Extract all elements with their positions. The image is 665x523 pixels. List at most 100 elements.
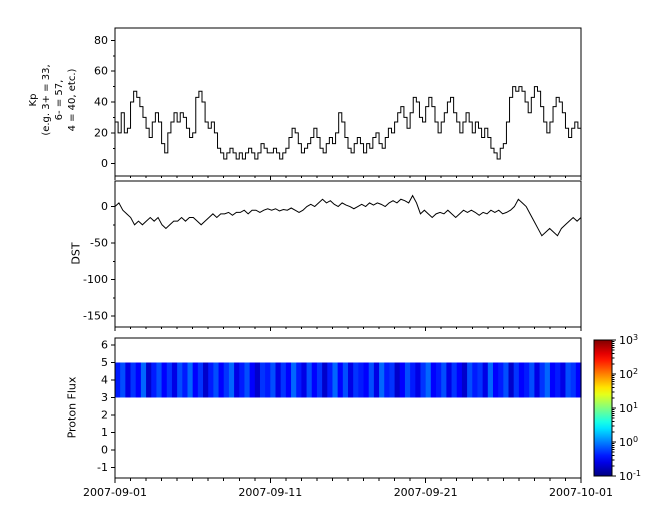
- proton-flux-sample: [420, 362, 427, 398]
- proton-flux-sample: [285, 362, 292, 398]
- proton-flux-sample: [125, 362, 132, 398]
- proton-flux-sample: [239, 362, 246, 398]
- proton-flux-sample: [280, 362, 287, 398]
- proton_flux-ytick-label: 1: [101, 426, 108, 439]
- colorbar-tick-label: 103: [619, 333, 638, 347]
- proton-flux-sample: [337, 362, 344, 398]
- proton-flux-sample: [575, 362, 582, 398]
- proton-flux-sample: [332, 362, 339, 398]
- kp-step-line: [115, 86, 581, 160]
- proton-flux-sample: [373, 362, 380, 398]
- proton-flux-sample: [120, 362, 126, 398]
- proton-flux-sample: [301, 362, 308, 398]
- x-tick-label: 2007-10-01: [549, 486, 613, 499]
- proton-flux-sample: [503, 362, 510, 398]
- dst-ytick-label: -100: [83, 273, 108, 286]
- x-tick-label: 2007-09-11: [238, 486, 302, 499]
- proton_flux-ytick-label: 2: [101, 409, 108, 422]
- proton-flux-sample: [353, 362, 359, 398]
- proton-flux-sample: [171, 362, 178, 398]
- x-tick-label: 2007-09-21: [394, 486, 458, 499]
- proton-flux-sample: [549, 362, 556, 398]
- proton-flux-sample: [425, 362, 432, 398]
- dst-ytick-label: -150: [83, 310, 108, 323]
- proton-flux-sample: [555, 362, 561, 398]
- kp-panel: 0 20 40 60 80: [94, 27, 582, 180]
- proton-flux-sample: [342, 362, 349, 398]
- proton-flux-sample: [570, 362, 577, 398]
- proton-flux-sample: [254, 362, 261, 398]
- proton-flux-sample: [368, 362, 375, 398]
- proton-flux-sample: [384, 362, 391, 398]
- proton-flux-sample: [197, 362, 204, 398]
- proton_flux-ytick-label: 4: [101, 374, 108, 387]
- proton-flux-sample: [135, 362, 142, 398]
- colorbar-tick-label: 102: [619, 367, 638, 381]
- proton-flux-sample: [161, 362, 168, 398]
- proton-flux-sample: [477, 362, 484, 398]
- dst-panel-border: [114, 180, 582, 328]
- proton-flux-sample: [472, 362, 479, 398]
- proton-flux-sample: [399, 362, 406, 398]
- proton-flux-sample: [156, 362, 163, 398]
- proton_flux-panel-border: [114, 337, 582, 479]
- proton-flux-sample: [223, 362, 230, 398]
- proton-flux-sample: [265, 362, 271, 398]
- proton_flux-ytick-label: 0: [101, 444, 108, 457]
- proton-flux-sample: [311, 362, 318, 398]
- dst-ytick-label: -50: [90, 237, 108, 250]
- colorbar-tick-label: 100: [619, 435, 638, 449]
- proton-flux-sample: [203, 362, 209, 398]
- proton-flux-sample: [316, 362, 323, 398]
- proton-flux-sample: [146, 362, 152, 398]
- proton-flux-sample: [539, 362, 546, 398]
- proton-flux-sample: [508, 362, 515, 398]
- proton-flux-sample: [177, 362, 183, 398]
- kp-ytick-label: 60: [94, 65, 108, 78]
- proton-flux-sample: [492, 362, 499, 398]
- dst-ytick-label: 0: [101, 200, 108, 213]
- proton-flux-sample: [456, 362, 463, 398]
- proton-flux-sample: [213, 362, 220, 398]
- proton-flux-sample: [404, 362, 411, 398]
- kp-ytick-label: 0: [101, 157, 108, 170]
- dst-line: [114, 194, 582, 237]
- proton-flux-sample: [451, 362, 458, 398]
- proton-flux-sample: [296, 362, 302, 398]
- proton_flux-panel: 6 5 4 3 2 1 0 -1: [97, 337, 582, 483]
- kp-panel-border: [114, 27, 582, 177]
- proton-flux-sample: [363, 362, 370, 398]
- proton-flux-sample: [208, 362, 214, 398]
- proton-flux-sample: [140, 362, 147, 398]
- proton-flux-sample: [234, 362, 240, 398]
- proton-flux-sample: [151, 362, 158, 398]
- kp-ytick-label: 80: [94, 34, 108, 47]
- proton-flux-sample: [306, 362, 313, 398]
- colorbar-tick-label: 101: [619, 401, 638, 415]
- proton-flux-sample: [467, 362, 473, 398]
- proton-flux-sample: [430, 362, 437, 398]
- proton-flux-sample: [244, 362, 251, 398]
- proton-flux-sample: [166, 362, 173, 398]
- proton-flux-sample: [275, 362, 282, 398]
- proton-flux-sample: [182, 362, 189, 398]
- proton-flux-sample: [441, 362, 447, 398]
- proton-flux-sample: [565, 362, 572, 398]
- proton-flux-sample: [560, 362, 567, 398]
- proton-flux-sample: [410, 362, 416, 398]
- proton-flux-sample: [187, 362, 194, 398]
- proton-flux-sample: [291, 362, 297, 398]
- kp-ytick-label: 20: [94, 126, 108, 139]
- kp-ytick-label: 40: [94, 96, 108, 109]
- proton-flux-sample: [446, 362, 453, 398]
- proton-flux-sample: [322, 362, 328, 398]
- proton-flux-sample: [529, 362, 535, 398]
- proton-flux-sample: [461, 362, 468, 398]
- proton-flux-sample: [348, 362, 354, 398]
- proton-flux-sample: [218, 362, 225, 398]
- proton-flux-sample: [327, 362, 334, 398]
- x-tick-label: 2007-09-01: [83, 486, 147, 499]
- proton_flux-ytick-label: 5: [101, 356, 108, 369]
